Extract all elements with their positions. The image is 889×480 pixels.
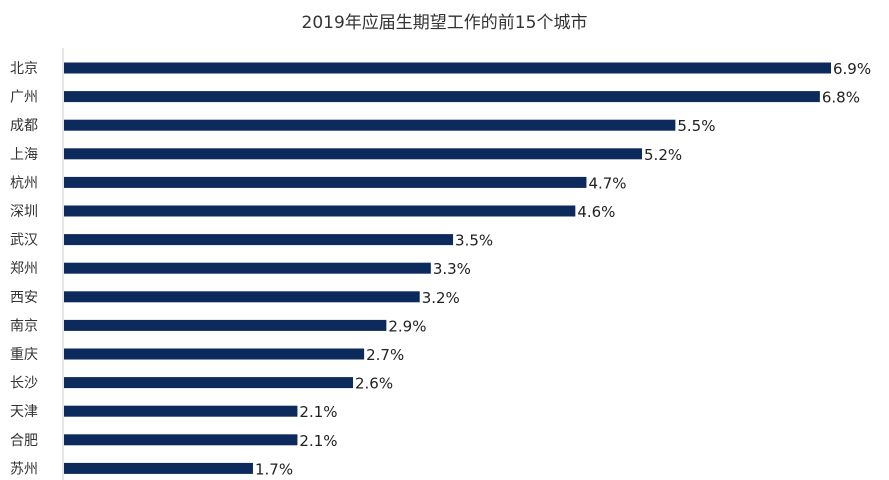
value-label-4: 4.7% — [588, 174, 626, 192]
category-label-13: 合肥 — [10, 433, 38, 449]
category-label-8: 西安 — [10, 290, 38, 306]
bar-4 — [64, 176, 587, 188]
category-label-9: 南京 — [10, 318, 38, 334]
value-label-14: 1.7% — [255, 460, 293, 478]
bar-12 — [64, 405, 298, 417]
category-label-3: 上海 — [10, 147, 38, 163]
value-label-3: 5.2% — [644, 146, 682, 164]
category-label-5: 深圳 — [10, 204, 38, 220]
bars-group — [64, 62, 831, 474]
value-label-6: 3.5% — [455, 232, 493, 250]
value-labels-group: 6.9% 6.8% 5.5% 5.2% 4.7% 4.6% 3.5% 3.3% 3.2% 2.9%… — [255, 60, 871, 478]
category-label-6: 武汉 — [10, 233, 38, 249]
category-label-0: 北京 — [10, 61, 38, 77]
value-label-5: 4.6% — [577, 203, 615, 221]
value-label-12: 2.1% — [299, 403, 337, 421]
bar-3 — [64, 148, 643, 160]
bar-1 — [64, 91, 820, 103]
bar-8 — [64, 291, 420, 303]
value-label-13: 2.1% — [299, 432, 337, 450]
category-label-10: 重庆 — [10, 347, 38, 363]
bar-9 — [64, 319, 387, 331]
bar-7 — [64, 262, 431, 274]
bar-2 — [64, 119, 676, 131]
bar-10 — [64, 348, 365, 360]
value-label-2: 5.5% — [677, 117, 715, 135]
category-label-12: 天津 — [10, 404, 38, 420]
value-label-9: 2.9% — [388, 317, 426, 335]
category-label-2: 成都 — [10, 118, 38, 134]
value-label-10: 2.7% — [366, 346, 404, 364]
value-label-11: 2.6% — [355, 375, 393, 393]
bar-13 — [64, 434, 298, 446]
bar-11 — [64, 377, 354, 389]
category-label-1: 广州 — [10, 90, 38, 106]
bar-6 — [64, 234, 454, 246]
value-label-0: 6.9% — [833, 60, 871, 78]
bar-5 — [64, 205, 576, 217]
category-label-7: 郑州 — [10, 261, 38, 277]
chart-title: 2019年应届生期望工作的前15个城市 — [301, 13, 588, 33]
bar-14 — [64, 462, 253, 474]
category-label-11: 长沙 — [10, 376, 38, 392]
value-label-8: 3.2% — [422, 289, 460, 307]
value-label-7: 3.3% — [433, 260, 471, 278]
category-label-14: 苏州 — [10, 461, 38, 477]
category-label-4: 杭州 — [10, 175, 38, 191]
bar-0 — [64, 62, 831, 74]
value-label-1: 6.8% — [822, 89, 860, 107]
